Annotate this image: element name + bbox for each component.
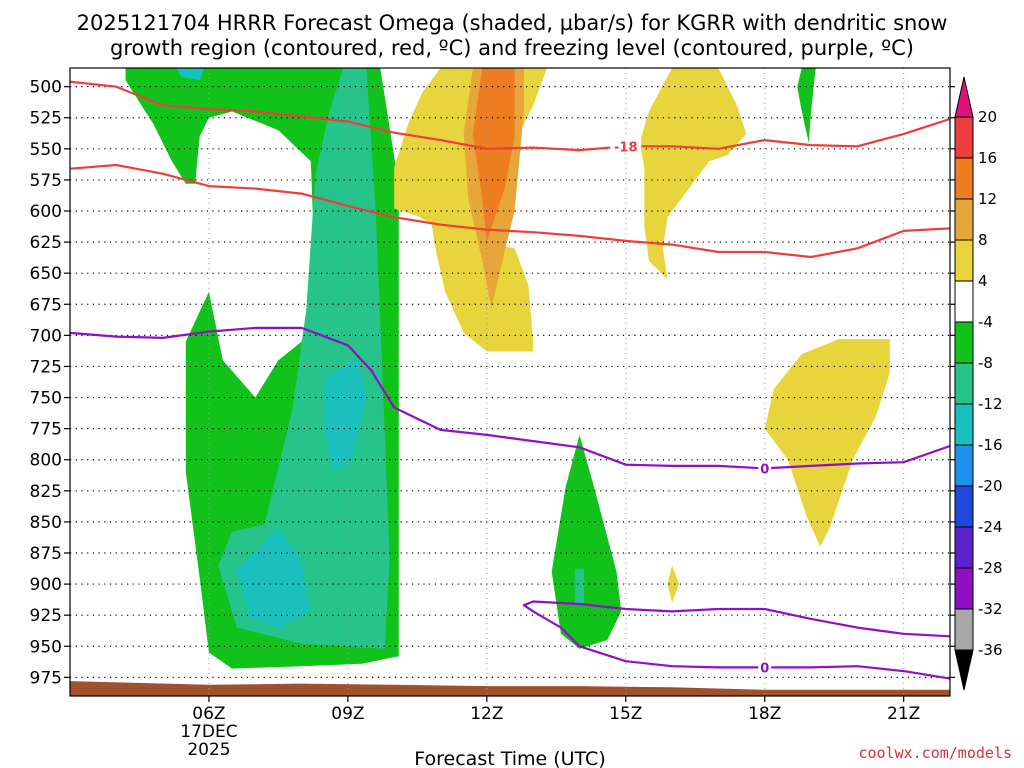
omega-area-12 bbox=[472, 68, 515, 243]
omega-area-neg8 bbox=[218, 68, 390, 649]
gridlines bbox=[70, 68, 950, 696]
x-tick-year-label: 2025 bbox=[187, 740, 230, 760]
colorbar-label: -36 bbox=[978, 641, 1003, 659]
colorbar-swatch bbox=[955, 281, 973, 322]
colorbar-swatch bbox=[955, 117, 973, 158]
y-tick-label: 700 bbox=[30, 326, 62, 346]
omega-area-4 bbox=[667, 565, 680, 603]
chart-title-line-1: 2025121704 HRRR Forecast Omega (shaded, … bbox=[77, 11, 948, 35]
dgz-contour-line bbox=[70, 163, 950, 259]
contour-label-background bbox=[610, 138, 642, 154]
y-tick-label: 925 bbox=[30, 606, 62, 626]
colorbar-label: 4 bbox=[978, 272, 988, 290]
colorbar-swatch bbox=[955, 404, 973, 445]
y-tick-label: 850 bbox=[30, 513, 62, 533]
y-tick-label: 500 bbox=[30, 78, 62, 98]
colorbar-label: 16 bbox=[978, 149, 997, 167]
colorbar-swatch bbox=[955, 322, 973, 363]
colorbar-swatch bbox=[955, 158, 973, 199]
y-tick-label: 600 bbox=[30, 202, 62, 222]
colorbar-label: -28 bbox=[978, 559, 1003, 577]
ground-terrain bbox=[70, 681, 950, 696]
y-tick-label: 825 bbox=[30, 482, 62, 502]
y-tick-label: 975 bbox=[30, 668, 62, 688]
omega-area-neg12 bbox=[236, 528, 311, 628]
y-axis-pressure-ticks: 500 525 550 575 600 625 650 675 700 725 750 775 800 8… bbox=[30, 78, 955, 688]
freezing-level-contour-line bbox=[522, 600, 950, 638]
colorbar-swatch bbox=[955, 363, 973, 404]
colorbar-label: 8 bbox=[978, 231, 988, 249]
contour-label-background bbox=[758, 460, 772, 476]
freezing-level-contour-line bbox=[532, 610, 950, 680]
y-tick-label: 725 bbox=[30, 357, 62, 377]
omega-area-4 bbox=[764, 339, 890, 547]
contour-label-background bbox=[758, 659, 772, 675]
y-tick-label: 750 bbox=[30, 389, 62, 409]
credit-link[interactable]: coolwx.com/models bbox=[858, 744, 1012, 762]
colorbar-label: 20 bbox=[978, 108, 997, 126]
x-tick-label: 21Z bbox=[887, 704, 920, 724]
contour-label: -18 bbox=[614, 140, 638, 155]
x-tick-label: 09Z bbox=[331, 704, 364, 724]
colorbar-label: -12 bbox=[978, 395, 1003, 413]
chart-title-line-2: growth region (contoured, red, ºC) and f… bbox=[110, 36, 914, 60]
x-tick-label: 06Z bbox=[192, 704, 225, 724]
y-tick-label: 650 bbox=[30, 264, 62, 284]
omega-area-4 bbox=[639, 68, 747, 280]
y-tick-label: 575 bbox=[30, 171, 62, 191]
plot-frame bbox=[69, 67, 951, 697]
contour-label: 0 bbox=[760, 462, 769, 477]
colorbar-swatch bbox=[955, 445, 973, 486]
y-tick-label: 675 bbox=[30, 295, 62, 315]
colorbar-swatch bbox=[955, 609, 973, 650]
contour-labels: -18 0 0 bbox=[610, 138, 772, 676]
y-tick-label: 875 bbox=[30, 544, 62, 564]
x-tick-label: 12Z bbox=[470, 704, 503, 724]
x-axis-label: Forecast Time (UTC) bbox=[414, 748, 605, 768]
x-tick-date-label: 17DEC bbox=[180, 722, 237, 742]
colorbar-label: -4 bbox=[978, 313, 993, 331]
omega-area-neg4 bbox=[551, 434, 622, 649]
y-tick-label: 800 bbox=[30, 451, 62, 471]
y-tick-label: 550 bbox=[30, 140, 62, 160]
omega-area-neg8 bbox=[574, 569, 585, 603]
colorbar-label: -24 bbox=[978, 518, 1003, 536]
colorbar-swatch bbox=[955, 568, 973, 609]
colorbar: 20 16 12 8 4 -4 -8 -12 -16 -20 -24 -28 -32 -36 bbox=[954, 76, 1003, 691]
colorbar-swatch bbox=[955, 240, 973, 281]
colorbar-top-cap bbox=[954, 76, 974, 118]
omega-shaded-areas bbox=[125, 68, 890, 669]
y-tick-label: 625 bbox=[30, 233, 62, 253]
colorbar-swatch bbox=[955, 527, 973, 568]
ground-layer bbox=[70, 681, 950, 696]
y-tick-label: 525 bbox=[30, 109, 62, 129]
y-tick-label: 900 bbox=[30, 575, 62, 595]
colorbar-label: -32 bbox=[978, 600, 1003, 618]
x-tick-label: 18Z bbox=[748, 704, 781, 724]
freezing-level-contour-line bbox=[70, 326, 950, 470]
colorbar-swatch bbox=[955, 199, 973, 240]
colorbar-bottom-cap bbox=[954, 649, 974, 691]
colorbar-label: 12 bbox=[978, 190, 997, 208]
contour-label: 0 bbox=[760, 661, 769, 676]
y-tick-label: 775 bbox=[30, 420, 62, 440]
omega-area-neg12 bbox=[176, 68, 205, 81]
colorbar-swatch bbox=[955, 486, 973, 527]
x-tick-label: 15Z bbox=[609, 704, 642, 724]
colorbar-label: -8 bbox=[978, 354, 993, 372]
contour-lines bbox=[70, 80, 950, 680]
colorbar-label: -20 bbox=[978, 477, 1003, 495]
dgz-contour-line bbox=[70, 80, 950, 152]
y-tick-label: 950 bbox=[30, 637, 62, 657]
omega-area-neg12 bbox=[324, 357, 367, 473]
colorbar-label: -16 bbox=[978, 436, 1003, 454]
